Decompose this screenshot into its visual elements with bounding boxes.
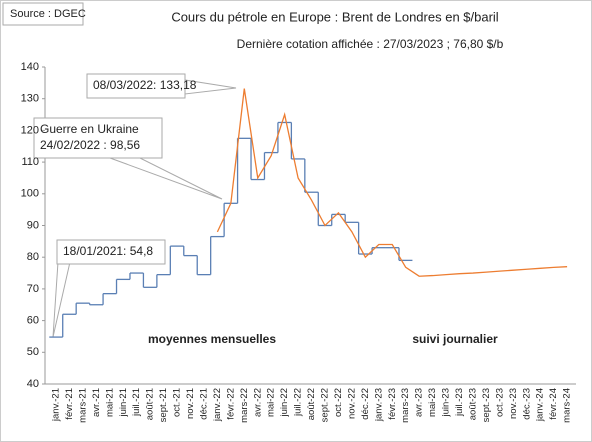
- x-tick-label: févr.-24: [548, 388, 559, 420]
- y-tick-label: 130: [21, 93, 39, 105]
- x-tick-label: juil.-23: [454, 388, 465, 417]
- x-tick-label: mars-21: [77, 388, 88, 423]
- y-tick-label: 140: [21, 61, 39, 73]
- x-tick-label: sept.-23: [481, 388, 492, 422]
- x-tick-label: mai-21: [104, 388, 115, 417]
- source-box: [2, 2, 84, 26]
- x-tick-label: nov.-21: [185, 388, 196, 419]
- x-tick-label: mai-23: [427, 388, 438, 417]
- y-tick-label: 100: [21, 188, 39, 200]
- x-tick-label: oct.-22: [333, 388, 344, 417]
- y-tick-label: 120: [21, 124, 39, 136]
- y-tick-label: 70: [27, 283, 39, 295]
- y-tick-label: 90: [27, 219, 39, 231]
- x-tick-label: mars-22: [239, 388, 250, 423]
- x-tick-label: avr.-21: [91, 388, 102, 417]
- callout-text: 24/02/2022 : 98,56: [40, 138, 140, 152]
- x-tick-label: nov.-23: [508, 388, 519, 419]
- chart-subtitle: Dernière cotation affichée : 27/03/2023 …: [237, 37, 504, 51]
- x-tick-label: juil.-22: [293, 388, 304, 417]
- x-tick-label: août-23: [467, 388, 478, 420]
- y-tick-label: 50: [27, 346, 39, 358]
- x-tick-label: juin-23: [441, 388, 452, 418]
- x-tick-label: juin-22: [279, 388, 290, 418]
- x-tick-label: juin-21: [118, 388, 129, 418]
- series-label: suivi journalier: [412, 332, 498, 346]
- x-tick-label: avr.-22: [252, 388, 263, 417]
- series-label: moyennes mensuelles: [148, 332, 276, 346]
- source: Source : DGEC: [10, 8, 86, 20]
- callout-text: 08/03/2022: 133,18: [93, 78, 197, 92]
- x-tick-label: janv.-23: [373, 388, 384, 422]
- x-tick-label: mai-22: [266, 388, 277, 417]
- y-tick-label: 80: [27, 251, 39, 263]
- x-tick-label: déc.-23: [521, 388, 532, 420]
- callout-box: [56, 239, 166, 265]
- x-tick-label: févr.-22: [225, 388, 236, 420]
- x-tick-label: sept.-22: [320, 388, 331, 422]
- x-tick-label: janv.-22: [212, 388, 223, 422]
- callout-box: [86, 73, 186, 99]
- x-tick-label: oct.-23: [494, 388, 505, 417]
- x-tick-label: déc.-22: [360, 388, 371, 420]
- x-tick-label: mars-23: [400, 388, 411, 423]
- x-tick-label: nov.-22: [346, 388, 357, 419]
- x-tick-label: avr.-23: [414, 388, 425, 417]
- x-tick-label: juil.-21: [131, 388, 142, 417]
- x-tick-label: août-22: [306, 388, 317, 420]
- x-tick-label: mars-24: [562, 388, 573, 423]
- y-tick-label: 110: [21, 156, 39, 168]
- callout-text: Guerre en Ukraine: [40, 122, 139, 136]
- x-tick-label: déc.-21: [198, 388, 209, 420]
- chart-title: Cours du pétrole en Europe : Brent de Lo…: [171, 9, 498, 24]
- y-tick-label: 40: [27, 378, 39, 390]
- callout-text: 18/01/2021: 54,8: [63, 244, 153, 258]
- x-tick-label: sept.-21: [158, 388, 169, 422]
- x-tick-label: janv.-24: [535, 388, 546, 422]
- x-tick-label: févr.-21: [64, 388, 75, 420]
- y-tick-label: 60: [27, 315, 39, 327]
- line: [216, 88, 568, 277]
- callout-box: [33, 117, 163, 159]
- x-tick-label: août-21: [145, 388, 156, 420]
- x-tick-label: janv.-21: [51, 388, 62, 422]
- x-tick-label: oct.-21: [172, 388, 183, 417]
- x-tick-label: févr.-23: [387, 388, 398, 420]
